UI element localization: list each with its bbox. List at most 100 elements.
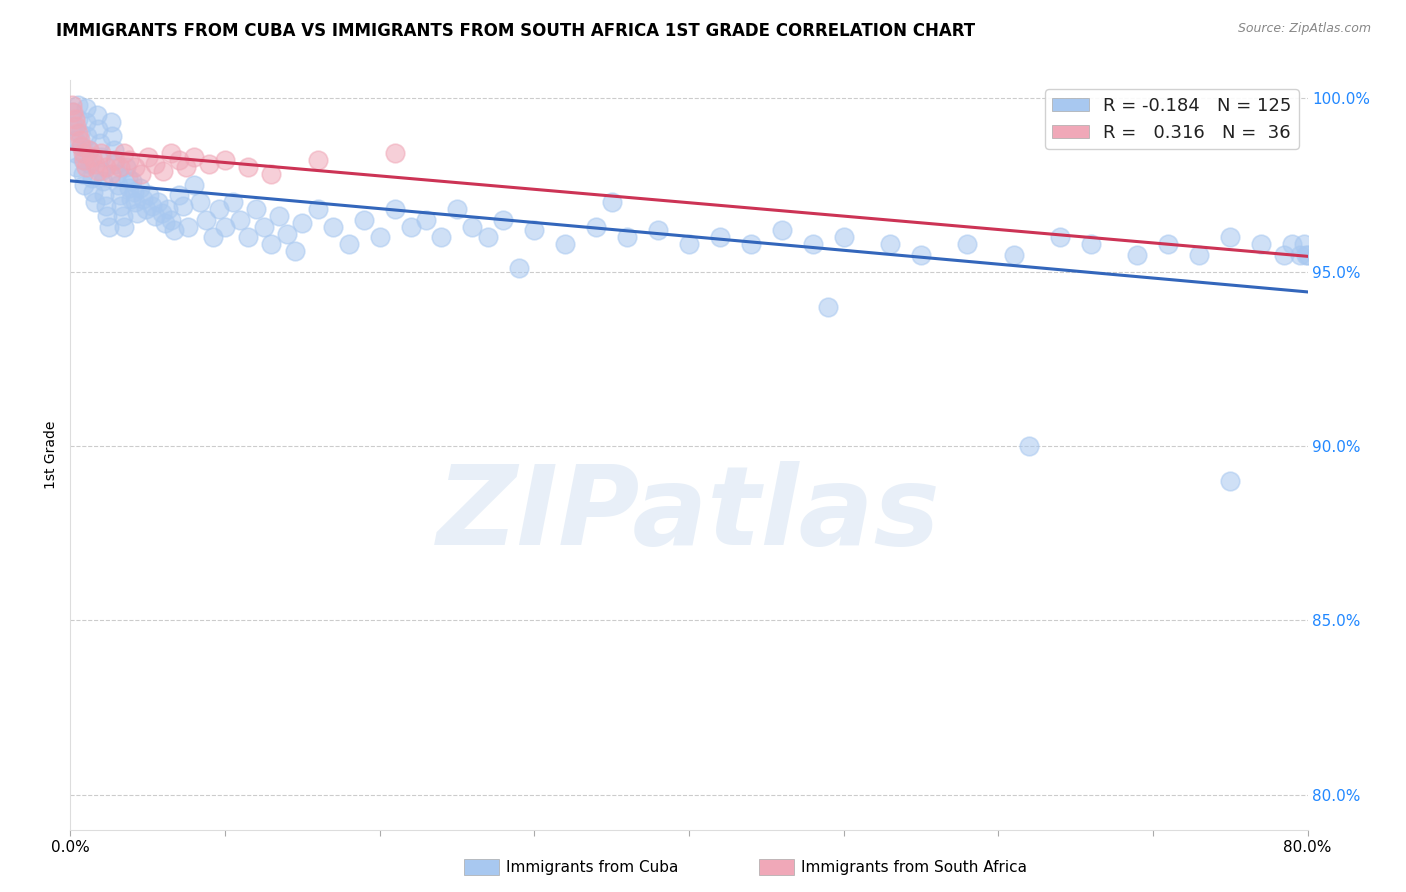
Point [195, 212, 218, 227]
Point [183, 178, 205, 192]
Point [84, 195, 107, 210]
Point [118, 153, 141, 168]
Point [75, 101, 97, 115]
Point [63, 146, 86, 161]
Point [70, 139, 93, 153]
Point [141, 199, 163, 213]
Point [63, 132, 86, 146]
Text: ZIPatlas: ZIPatlas [437, 461, 941, 568]
Point [430, 230, 453, 244]
Point [132, 192, 155, 206]
Point [111, 209, 134, 223]
Point [269, 209, 291, 223]
Point [585, 219, 607, 234]
Point [167, 153, 190, 168]
Point [238, 230, 260, 244]
Point [72, 146, 94, 161]
Point [107, 178, 129, 192]
Point [108, 188, 131, 202]
Point [260, 237, 283, 252]
Point [73, 178, 96, 192]
Point [84, 157, 107, 171]
Point [148, 195, 170, 210]
Point [307, 153, 329, 168]
Point [1281, 237, 1303, 252]
Point [145, 157, 167, 171]
Point [138, 188, 160, 202]
Point [65, 161, 87, 175]
Point [152, 164, 174, 178]
Point [832, 230, 855, 244]
Point [62, 104, 84, 119]
Point [75, 115, 97, 129]
Point [69, 126, 91, 140]
Point [1294, 237, 1316, 252]
Point [103, 143, 125, 157]
Point [77, 143, 100, 157]
Point [122, 185, 145, 199]
Point [446, 202, 468, 217]
Y-axis label: 1st Grade: 1st Grade [45, 421, 59, 489]
Point [121, 174, 143, 188]
Point [94, 199, 117, 213]
Point [80, 170, 103, 185]
Text: Source: ZipAtlas.com: Source: ZipAtlas.com [1237, 22, 1371, 36]
Point [492, 212, 515, 227]
Point [647, 223, 669, 237]
Point [801, 237, 824, 252]
Point [89, 136, 111, 150]
Point [163, 223, 186, 237]
Point [100, 167, 122, 181]
Point [1080, 237, 1102, 252]
Point [477, 230, 499, 244]
Point [337, 237, 360, 252]
Point [461, 219, 484, 234]
Point [72, 153, 94, 168]
Point [135, 202, 157, 217]
Point [114, 146, 136, 161]
Point [136, 150, 159, 164]
Point [678, 237, 700, 252]
Point [198, 157, 221, 171]
Point [600, 195, 623, 210]
Point [1295, 247, 1317, 261]
Point [1219, 230, 1241, 244]
Point [60, 97, 83, 112]
Point [238, 161, 260, 175]
Point [82, 185, 105, 199]
Point [100, 115, 122, 129]
Point [63, 112, 86, 126]
Point [1157, 237, 1180, 252]
Text: Immigrants from Cuba: Immigrants from Cuba [506, 861, 679, 875]
Point [879, 237, 901, 252]
Point [108, 161, 131, 175]
Point [131, 167, 153, 181]
Point [956, 237, 979, 252]
Point [104, 157, 127, 171]
Point [214, 153, 236, 168]
Point [276, 227, 298, 241]
Point [222, 195, 245, 210]
Point [160, 146, 183, 161]
Point [1250, 237, 1272, 252]
Point [1289, 247, 1312, 261]
Point [87, 164, 110, 178]
Point [284, 244, 307, 258]
Point [523, 223, 546, 237]
Point [86, 108, 108, 122]
Point [110, 199, 132, 213]
Point [160, 212, 183, 227]
Point [93, 188, 115, 202]
Point [77, 143, 100, 157]
Point [1296, 247, 1319, 261]
Point [245, 202, 267, 217]
Point [124, 195, 146, 210]
Point [508, 261, 530, 276]
Point [73, 153, 96, 168]
Point [94, 161, 117, 175]
Point [105, 167, 128, 181]
Point [118, 181, 141, 195]
Text: IMMIGRANTS FROM CUBA VS IMMIGRANTS FROM SOUTH AFRICA 1ST GRADE CORRELATION CHART: IMMIGRANTS FROM CUBA VS IMMIGRANTS FROM … [56, 22, 976, 40]
Point [910, 247, 932, 261]
Point [104, 153, 127, 168]
